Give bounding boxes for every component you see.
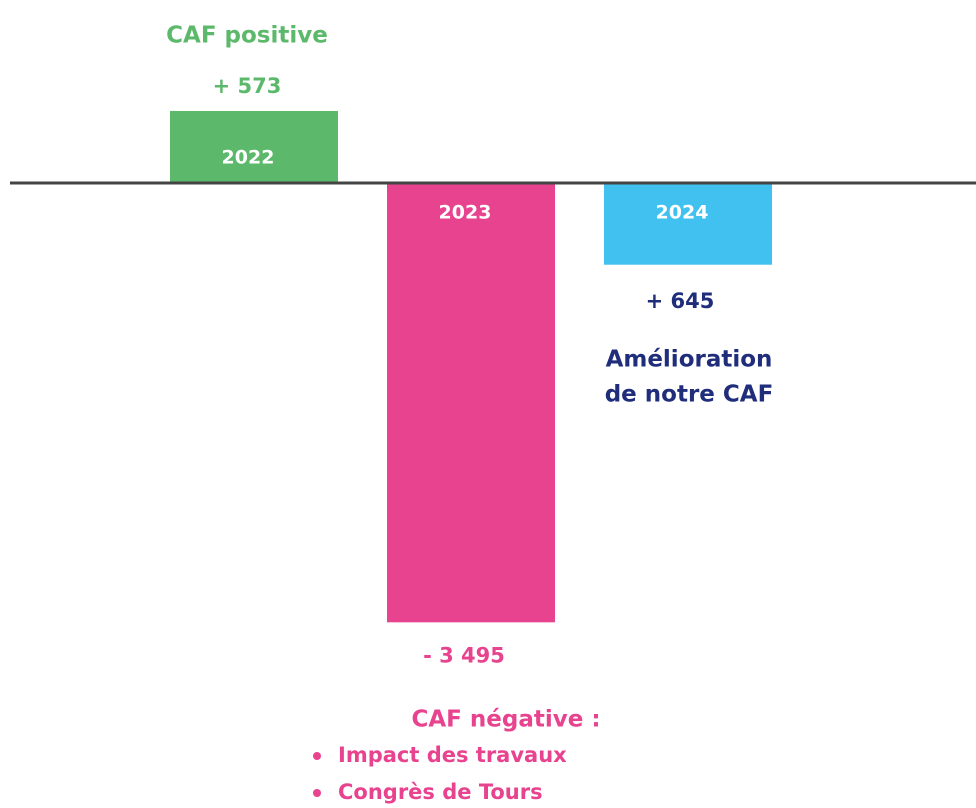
bullet-dot [313, 752, 321, 760]
bar [170, 110, 338, 183]
category-label: 2022 [222, 147, 275, 169]
bullet-text: Congrès de Tours [338, 780, 543, 804]
category-label: 2023 [439, 202, 492, 224]
annotation: Amélioration [606, 347, 773, 373]
value-label: + 573 [213, 74, 282, 98]
category-label: 2024 [656, 202, 709, 224]
annotation: de notre CAF [605, 382, 774, 408]
bar [604, 183, 772, 265]
annotation: + 645 [646, 289, 715, 313]
bar [387, 183, 555, 623]
annotation: CAF négative : [411, 707, 600, 733]
value-label: - 3 495 [423, 643, 505, 667]
bullet-text: Impact des travaux [338, 743, 567, 767]
annotation: CAF positive [166, 23, 328, 49]
bullet-dot [313, 789, 321, 797]
